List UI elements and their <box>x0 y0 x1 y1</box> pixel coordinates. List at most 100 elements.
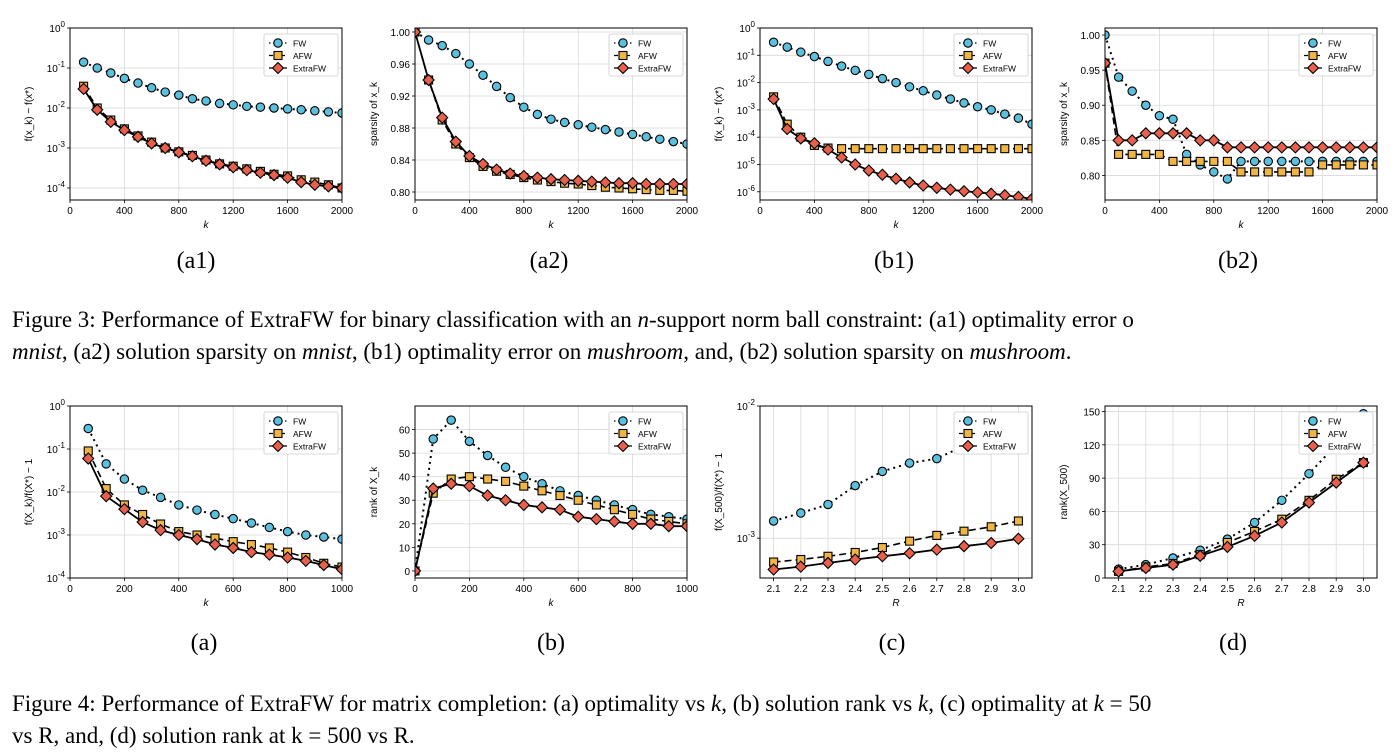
data-point-fw <box>1154 111 1165 121</box>
y-axis-label: f(X_k)/f(X*) − 1 <box>24 458 35 525</box>
data-point-afw <box>1141 149 1151 159</box>
data-point-fw <box>904 82 915 92</box>
sublabel-a2: (a2) <box>529 248 569 274</box>
figure3-caption: Figure 3: Performance of ExtraFW for bin… <box>12 304 1392 368</box>
data-point-extrafw <box>1221 141 1234 154</box>
y-tick-label: 0 <box>1094 574 1100 585</box>
data-point-afw <box>1154 149 1164 159</box>
data-point-fw <box>201 96 211 106</box>
data-point-fw <box>614 127 624 137</box>
data-point-extrafw <box>1261 141 1275 154</box>
x-axis-label: k <box>894 220 900 231</box>
data-point-extrafw <box>449 135 463 148</box>
data-point-extrafw <box>612 176 626 190</box>
legend: FW AFW ExtraFW <box>608 33 684 77</box>
data-point-fw <box>491 81 502 92</box>
x-axis-label: k <box>204 598 210 609</box>
legend-label-afw: AFW <box>1328 51 1347 61</box>
data-point-extrafw <box>1025 192 1032 200</box>
plot-frame <box>414 405 688 579</box>
data-point-extrafw <box>299 554 313 568</box>
sublabel-b1: (b1) <box>874 248 914 274</box>
y-tick-label: 1.00 <box>391 28 411 39</box>
data-point-fw <box>782 42 792 52</box>
y-axis-label: rank of X_k <box>369 466 380 518</box>
data-point-extrafw <box>77 82 90 96</box>
plot-frame <box>759 27 1033 201</box>
series-line-afw <box>773 520 1019 563</box>
grid <box>412 28 688 203</box>
data-point-fw <box>600 124 611 135</box>
y-axis-label: rank(X_500) <box>1059 464 1070 519</box>
data-point-extrafw <box>90 103 104 117</box>
data-point-fw <box>174 90 184 100</box>
sublabel-a: (a) <box>190 630 218 656</box>
data-point-extrafw <box>99 489 113 503</box>
chart-b: 0 200 400 600 800 1000 0 10 20 30 40 50 60 k rank of X… <box>369 405 699 609</box>
data-point-afw <box>918 144 928 154</box>
data-point-extrafw <box>240 163 254 177</box>
data-point-extrafw <box>1248 529 1261 543</box>
data-point-fw <box>655 134 665 144</box>
data-point-extrafw <box>1012 532 1025 546</box>
series-afw <box>769 516 1023 567</box>
y-tick-label: 120 <box>1083 441 1100 452</box>
x-tick-label: 2.5 <box>1220 584 1234 595</box>
data-point-extrafw <box>186 149 199 163</box>
x-tick-label: 0 <box>412 206 418 217</box>
data-point-extrafw <box>294 175 308 189</box>
data-point-extrafw <box>499 493 512 507</box>
data-point-extrafw <box>335 562 342 576</box>
data-point-extrafw <box>1316 141 1329 154</box>
legend-marker-fw <box>963 38 973 48</box>
data-point-extrafw <box>435 111 449 124</box>
legend-label-extrafw: ExtraFW <box>293 64 326 74</box>
data-point-fw <box>187 94 198 104</box>
plot-frame <box>414 27 688 201</box>
data-point-fw <box>428 434 438 444</box>
data-point-afw <box>1013 516 1023 526</box>
data-point-fw <box>160 87 170 97</box>
data-point-extrafw <box>1234 141 1248 154</box>
legend: FW AFW ExtraFW <box>608 411 684 455</box>
chart-a: 0 200 400 600 800 1000 100 10-1 10-2 10-3 10-4 k f(X… <box>24 398 354 609</box>
data-point-afw <box>1290 167 1300 177</box>
figure4-caption-line1: Figure 4: Performance of ExtraFW for mat… <box>12 691 1152 716</box>
data-point-afw <box>1358 160 1368 170</box>
data-point-fw <box>192 505 202 515</box>
x-tick-label: 2.1 <box>1112 584 1126 595</box>
x-tick-label: 0 <box>67 206 73 217</box>
data-point-afw <box>519 481 529 491</box>
plot-a: 0 200 400 600 800 1000 100 10-1 10-2 10-3 10-4 k f(X… <box>0 398 354 618</box>
x-tick-label: 2.2 <box>794 584 808 595</box>
data-point-extrafw <box>889 172 903 186</box>
figure4-caption-line2: vs R, and, (d) solution rank at k = 500 … <box>12 723 415 748</box>
data-point-fw <box>559 117 570 128</box>
data-point-afw <box>905 144 915 154</box>
series-extrafw <box>767 532 1025 576</box>
x-tick-label: 2.9 <box>984 584 998 595</box>
series-afw <box>1105 58 1377 177</box>
series-afw <box>79 81 342 193</box>
data-point-extrafw <box>903 176 916 189</box>
data-point-fw <box>269 103 279 113</box>
legend-label-afw: AFW <box>638 51 657 61</box>
data-point-fw <box>1000 109 1010 119</box>
legend-label-extrafw: ExtraFW <box>983 442 1016 452</box>
data-point-fw <box>482 450 493 461</box>
data-point-extrafw <box>444 477 458 491</box>
data-point-fw <box>1277 495 1287 506</box>
data-point-afw <box>1236 167 1246 177</box>
data-point-fw <box>446 415 456 425</box>
data-point-extrafw <box>172 146 186 159</box>
legend-label-afw: AFW <box>983 429 1002 439</box>
data-point-extrafw <box>463 479 476 493</box>
data-point-fw <box>972 102 983 112</box>
sublabel-b: (b) <box>537 630 565 656</box>
data-point-extrafw <box>599 176 612 189</box>
x-tick-label: 0 <box>412 584 418 595</box>
data-point-fw <box>986 105 996 115</box>
y-tick-label: 10-2 <box>737 75 756 90</box>
data-point-fw <box>323 107 334 117</box>
data-point-fw <box>319 532 329 542</box>
